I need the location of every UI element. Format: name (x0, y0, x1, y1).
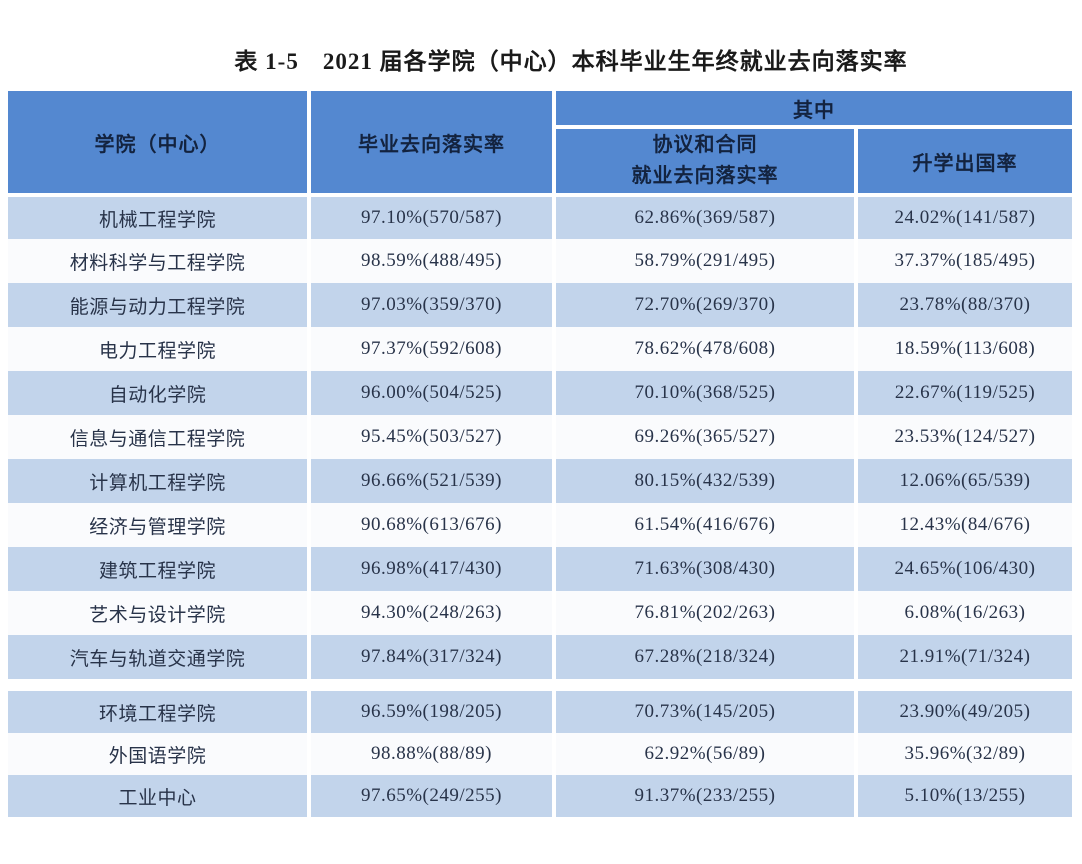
table-row: 建筑工程学院 96.98%(417/430) 71.63%(308/430) 24.6… (8, 547, 1072, 591)
employment-rate-table: 学院（中心） 毕业去向落实率 其中 协议和合同就业去向落实率 升学出国率 机械工… (8, 91, 1072, 817)
college-name-cell: 经济与管理学院 (8, 503, 309, 547)
overall-rate-cell: 94.30%(248/263) (307, 591, 554, 635)
contract-rate-cell: 58.79%(291/495) (552, 239, 856, 283)
further-study-rate-cell: 24.65%(106/430) (854, 547, 1072, 591)
overall-rate-cell: 97.37%(592/608) (307, 327, 554, 371)
table-row: 艺术与设计学院 94.30%(248/263) 76.81%(202/263) 6.0… (8, 591, 1072, 635)
table-row: 计算机工程学院 96.66%(521/539) 80.15%(432/539) 12.… (8, 459, 1072, 503)
overall-rate-cell: 98.59%(488/495) (307, 239, 554, 283)
further-study-rate-cell: 18.59%(113/608) (854, 327, 1072, 371)
overall-rate-cell: 96.66%(521/539) (307, 459, 554, 503)
spacer-cell (8, 679, 1072, 691)
header-row-group: 学院（中心） 毕业去向落实率 其中 (8, 91, 1072, 197)
table-row: 能源与动力工程学院 97.03%(359/370) 72.70%(269/370) 2… (8, 283, 1072, 327)
overall-rate-cell: 97.65%(249/255) (307, 775, 554, 817)
college-name-cell: 自动化学院 (8, 371, 309, 415)
college-name-cell: 环境工程学院 (8, 691, 309, 733)
contract-rate-cell: 69.26%(365/527) (552, 415, 856, 459)
table-row: 自动化学院 96.00%(504/525) 70.10%(368/525) 22.67… (8, 371, 1072, 415)
table-header: 学院（中心） 毕业去向落实率 其中 协议和合同就业去向落实率 升学出国率 (8, 91, 1072, 197)
report-page: 表 1-5 2021 届各学院（中心）本科毕业生年终就业去向落实率 学院（中心）… (0, 42, 1082, 817)
contract-rate-cell: 78.62%(478/608) (552, 327, 856, 371)
overall-rate-cell: 98.88%(88/89) (307, 733, 554, 775)
contract-rate-cell: 91.37%(233/255) (552, 775, 856, 817)
college-name-cell: 建筑工程学院 (8, 547, 309, 591)
overall-rate-cell: 95.45%(503/527) (307, 415, 554, 459)
contract-rate-cell: 70.73%(145/205) (552, 691, 856, 733)
further-study-rate-cell: 37.37%(185/495) (854, 239, 1072, 283)
header-further-study-rate: 升学出国率 (854, 127, 1072, 197)
table-body: 机械工程学院 97.10%(570/587) 62.86%(369/587) 24.0… (8, 195, 1072, 817)
overall-rate-cell: 97.03%(359/370) (307, 283, 554, 327)
further-study-rate-cell: 24.02%(141/587) (854, 195, 1072, 239)
table-row: 汽车与轨道交通学院 97.84%(317/324) 67.28%(218/324) 2… (8, 635, 1072, 679)
further-study-rate-cell: 23.78%(88/370) (854, 283, 1072, 327)
further-study-rate-cell: 23.53%(124/527) (854, 415, 1072, 459)
header-row-sub: 协议和合同就业去向落实率 升学出国率 (8, 127, 1072, 197)
further-study-rate-cell: 5.10%(13/255) (854, 775, 1072, 817)
contract-rate-cell: 71.63%(308/430) (552, 547, 856, 591)
contract-rate-cell: 67.28%(218/324) (552, 635, 856, 679)
further-study-rate-cell: 12.43%(84/676) (854, 503, 1072, 547)
college-name-cell: 信息与通信工程学院 (8, 415, 309, 459)
table-row: 外国语学院 98.88%(88/89) 62.92%(56/89) 35.96%(32… (8, 733, 1072, 775)
contract-rate-cell: 80.15%(432/539) (552, 459, 856, 503)
further-study-rate-cell: 35.96%(32/89) (854, 733, 1072, 775)
header-contract-line2: 就业去向落实率 (631, 165, 779, 187)
contract-rate-cell: 62.86%(369/587) (552, 195, 856, 239)
table-row: 信息与通信工程学院 95.45%(503/527) 69.26%(365/527) 2… (8, 415, 1072, 459)
further-study-rate-cell: 6.08%(16/263) (854, 591, 1072, 635)
college-name-cell: 汽车与轨道交通学院 (8, 635, 309, 679)
header-college: 学院（中心） (8, 91, 309, 197)
further-study-rate-cell: 23.90%(49/205) (854, 691, 1072, 733)
college-name-cell: 艺术与设计学院 (8, 591, 309, 635)
overall-rate-cell: 97.84%(317/324) (307, 635, 554, 679)
contract-rate-cell: 62.92%(56/89) (552, 733, 856, 775)
overall-rate-cell: 90.68%(613/676) (307, 503, 554, 547)
college-name-cell: 外国语学院 (8, 733, 309, 775)
table-title: 表 1-5 2021 届各学院（中心）本科毕业生年终就业去向落实率 (234, 49, 908, 74)
college-name-cell: 材料科学与工程学院 (8, 239, 309, 283)
overall-rate-cell: 96.98%(417/430) (307, 547, 554, 591)
college-name-cell: 计算机工程学院 (8, 459, 309, 503)
table-row: 电力工程学院 97.37%(592/608) 78.62%(478/608) 18.5… (8, 327, 1072, 371)
spacer-row (8, 679, 1072, 691)
header-group-among: 其中 (552, 91, 1072, 129)
further-study-rate-cell: 21.91%(71/324) (854, 635, 1072, 679)
table-row: 环境工程学院 96.59%(198/205) 70.73%(145/205) 23.9… (8, 691, 1072, 733)
college-name-cell: 电力工程学院 (8, 327, 309, 371)
further-study-rate-cell: 22.67%(119/525) (854, 371, 1072, 415)
contract-rate-cell: 76.81%(202/263) (552, 591, 856, 635)
header-overall-rate: 毕业去向落实率 (307, 91, 554, 197)
college-name-cell: 机械工程学院 (8, 195, 309, 239)
overall-rate-cell: 97.10%(570/587) (307, 195, 554, 239)
table-row: 机械工程学院 97.10%(570/587) 62.86%(369/587) 24.0… (8, 195, 1072, 239)
contract-rate-cell: 72.70%(269/370) (552, 283, 856, 327)
further-study-rate-cell: 12.06%(65/539) (854, 459, 1072, 503)
contract-rate-cell: 61.54%(416/676) (552, 503, 856, 547)
college-name-cell: 能源与动力工程学院 (8, 283, 309, 327)
overall-rate-cell: 96.00%(504/525) (307, 371, 554, 415)
header-contract-line1: 协议和合同 (652, 134, 758, 156)
college-name-cell: 工业中心 (8, 775, 309, 817)
contract-rate-cell: 70.10%(368/525) (552, 371, 856, 415)
table-row: 材料科学与工程学院 98.59%(488/495) 58.79%(291/495) 3… (8, 239, 1072, 283)
table-row: 经济与管理学院 90.68%(613/676) 61.54%(416/676) 12.… (8, 503, 1072, 547)
table-row: 工业中心 97.65%(249/255) 91.37%(233/255) 5.10%(… (8, 775, 1072, 817)
overall-rate-cell: 96.59%(198/205) (307, 691, 554, 733)
header-contract-rate: 协议和合同就业去向落实率 (552, 127, 856, 197)
